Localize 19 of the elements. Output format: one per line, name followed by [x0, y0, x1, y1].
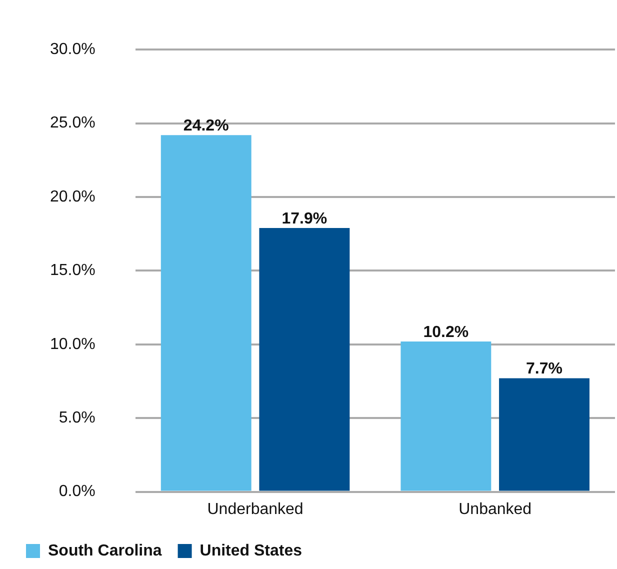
y-tick-label: 10.0% — [50, 336, 96, 353]
legend-label: South Carolina — [48, 542, 162, 560]
legend-label: United States — [200, 542, 302, 560]
bar — [400, 341, 492, 491]
data-label: 24.2% — [183, 118, 229, 134]
bar — [259, 228, 350, 491]
bar — [499, 378, 590, 491]
bar — [160, 135, 252, 491]
y-tick-label: 25.0% — [50, 114, 96, 132]
y-tick-label: 5.0% — [58, 410, 96, 427]
y-tick-label: 0.0% — [58, 483, 96, 500]
x-tick-label: Unbanked — [458, 500, 532, 518]
data-label: 17.9% — [282, 210, 328, 228]
data-label: 7.7% — [526, 360, 562, 378]
x-tick-label: Underbanked — [207, 500, 304, 518]
data-label: 10.2% — [423, 324, 469, 341]
y-tick-label: 15.0% — [50, 262, 96, 280]
y-tick-label: 20.0% — [50, 188, 96, 206]
y-tick-label: 30.0% — [50, 41, 96, 58]
